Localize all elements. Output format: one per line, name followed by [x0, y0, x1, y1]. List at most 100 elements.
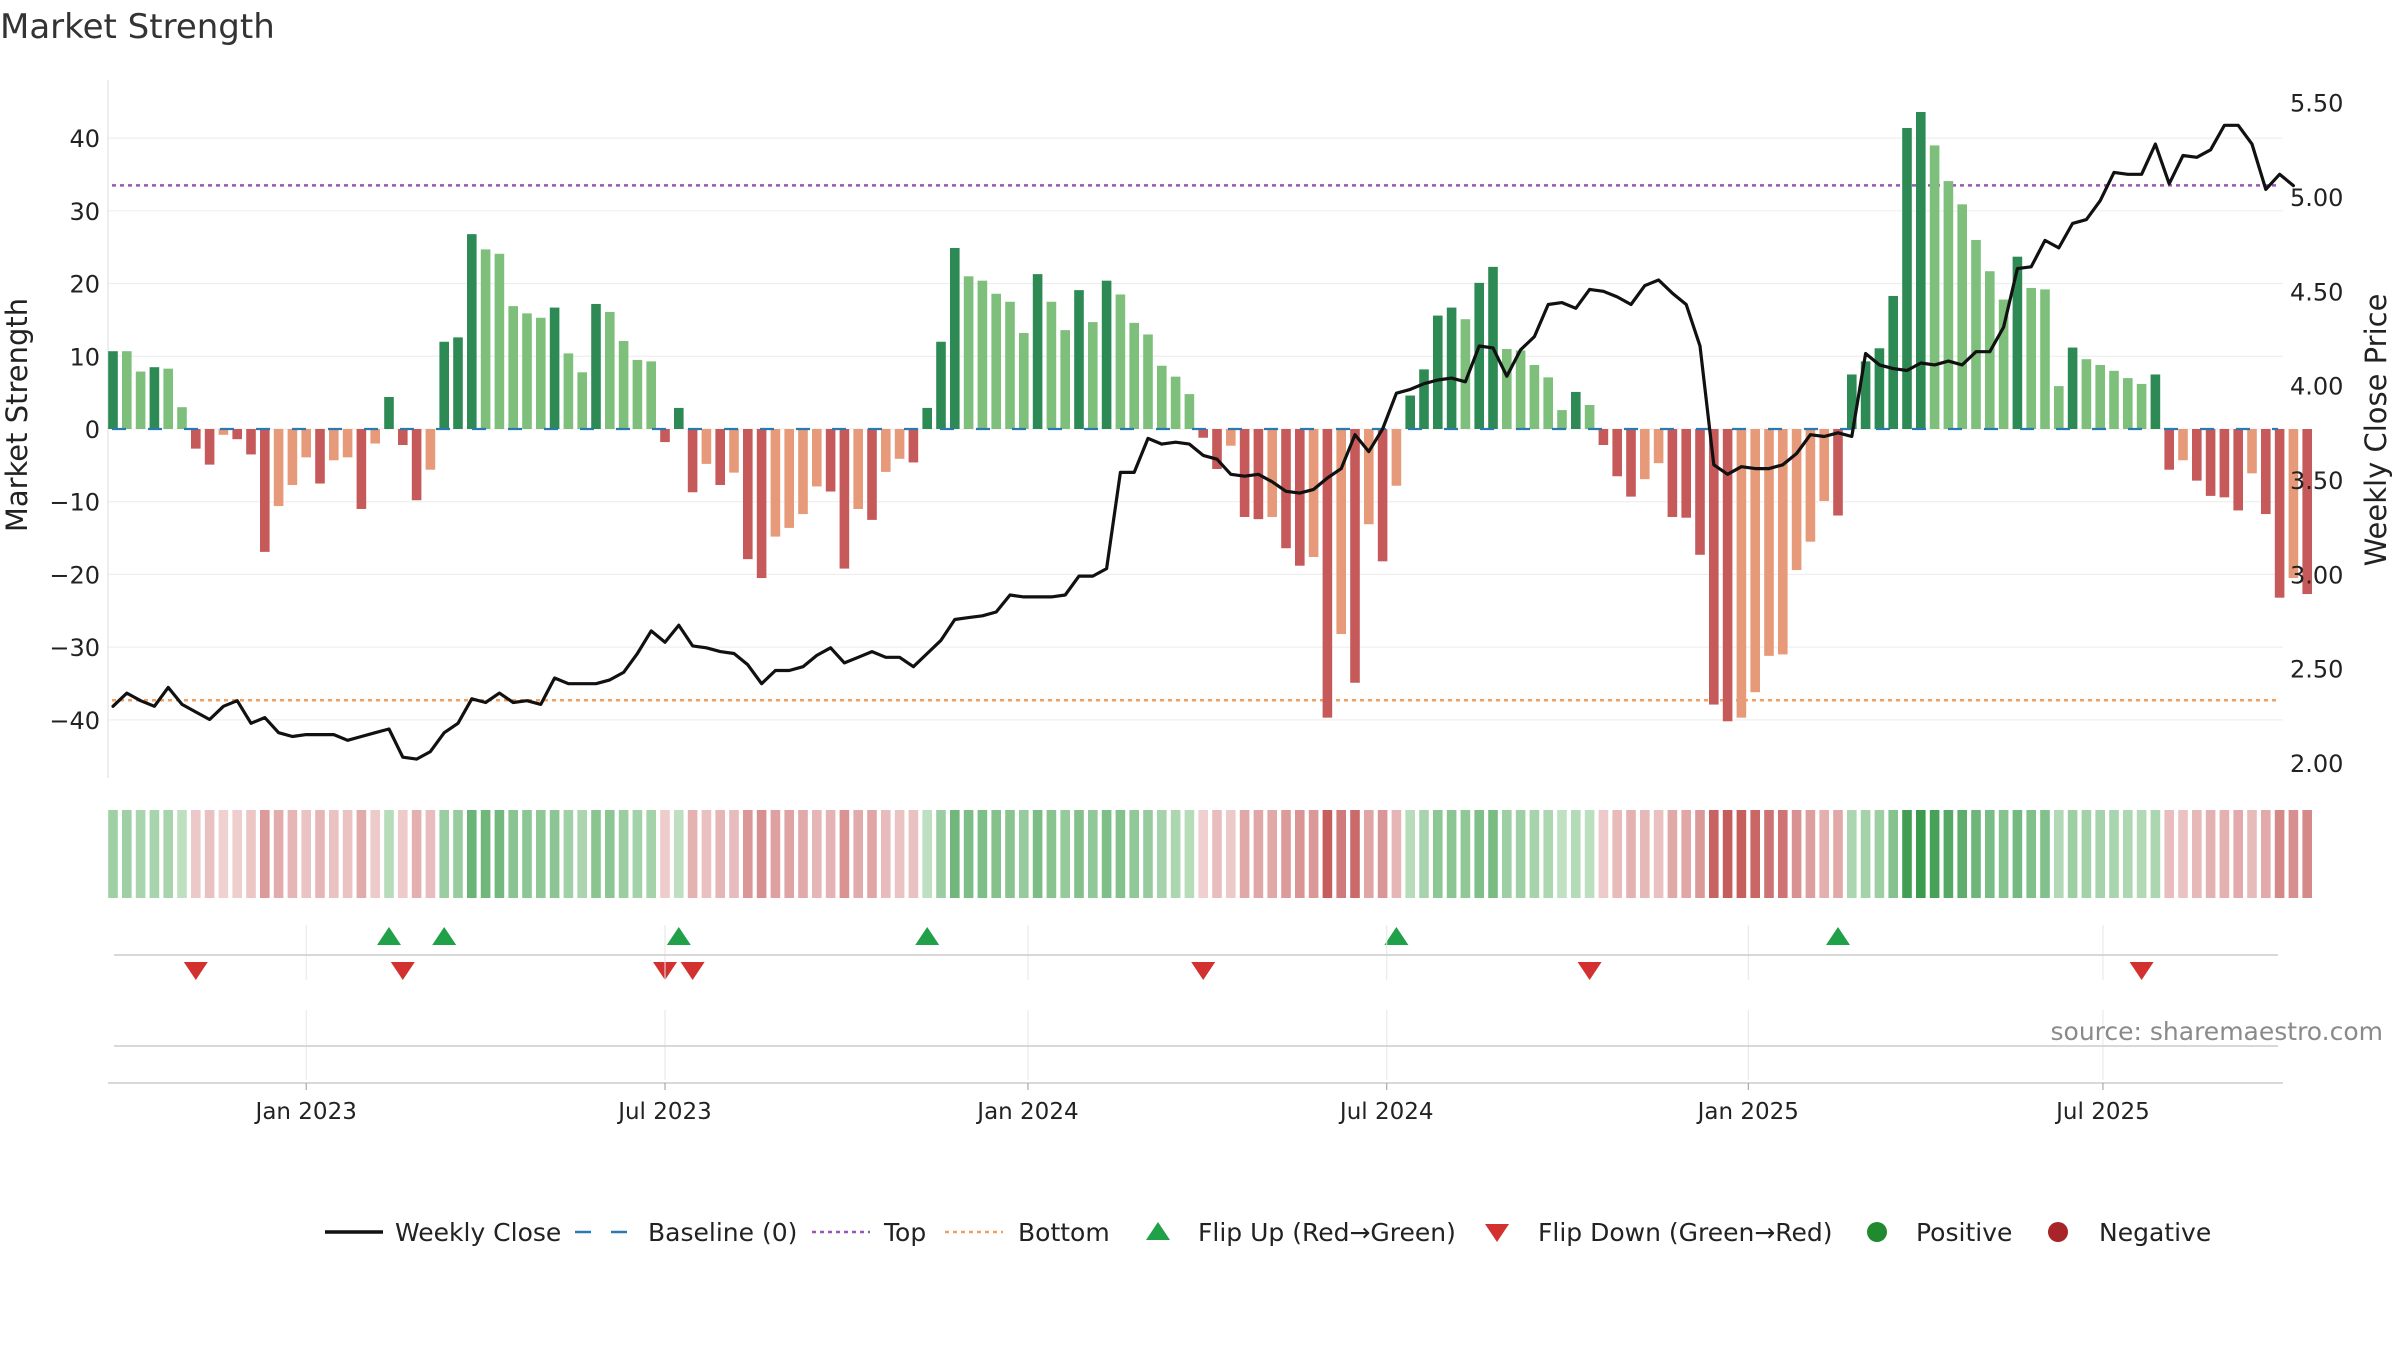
flip-down-marker	[183, 962, 208, 980]
legend: Weekly Close Baseline (0) Top Bottom Flip Up…	[325, 1218, 2211, 1247]
heat-cell	[301, 810, 311, 898]
heat-cell	[867, 810, 877, 898]
heat-cell	[1253, 810, 1264, 898]
flip-down-marker	[1191, 962, 1216, 980]
strength-bar	[1847, 374, 1857, 429]
strength-heat-strip	[108, 810, 2312, 898]
right-axis-ticks: 5.50 5.00 4.50 4.00 3.50 3.00 2.50 2.00	[2290, 90, 2343, 778]
heat-cell	[1143, 810, 1153, 898]
heat-cell	[163, 810, 173, 898]
heat-cell	[2040, 810, 2050, 898]
strength-bar	[1833, 429, 1843, 516]
left-tick-label: 0	[85, 416, 100, 444]
heat-cell	[1419, 810, 1429, 898]
heat-cell	[1088, 810, 1098, 898]
flip-markers-panel	[183, 927, 2154, 980]
heat-cell	[191, 810, 201, 898]
legend-item-positive: Positive	[1867, 1218, 2012, 1247]
strength-bar	[812, 429, 822, 487]
heat-cell	[2302, 810, 2312, 898]
heat-cell	[1005, 810, 1015, 898]
strength-bar	[2261, 429, 2271, 515]
flip-down-marker	[390, 962, 415, 980]
flip-down-marker	[680, 962, 705, 980]
heat-cell	[1640, 810, 1650, 898]
legend-item-negative: Negative	[2048, 1218, 2211, 1247]
strength-bar	[1598, 429, 1609, 445]
strength-bar	[2095, 365, 2105, 429]
strength-bar	[2219, 429, 2230, 498]
heat-cell	[315, 810, 325, 898]
heat-cell	[329, 810, 339, 898]
strength-bar	[342, 429, 353, 458]
heat-cell	[1322, 810, 1333, 898]
heat-cell	[1019, 810, 1029, 898]
heat-cell	[1764, 810, 1774, 898]
strength-bar	[1736, 429, 1747, 718]
heat-cell	[1336, 810, 1346, 898]
heat-cell	[908, 810, 919, 898]
heat-cell	[370, 810, 380, 898]
heat-cell	[1377, 810, 1388, 898]
strength-bar	[591, 303, 601, 429]
heat-cell	[398, 810, 408, 898]
strength-bar	[1336, 429, 1346, 635]
strength-bar	[867, 429, 877, 520]
legend-item-flip_up: Flip Up (Red→Green)	[1146, 1218, 1456, 1247]
strength-bar	[1446, 307, 1457, 429]
heat-cell	[1060, 810, 1070, 898]
heat-cell	[1653, 810, 1664, 898]
heat-cell	[204, 810, 215, 898]
right-tick-label: 4.00	[2290, 373, 2343, 401]
strength-bar	[2109, 370, 2119, 429]
strength-bar	[1226, 429, 1236, 446]
strength-bar	[2054, 386, 2064, 429]
heat-cell	[1170, 810, 1181, 898]
heat-cell	[1626, 810, 1636, 898]
heat-cell	[729, 810, 739, 898]
heat-cell	[687, 810, 698, 898]
heat-cell	[1736, 810, 1747, 898]
strength-bar	[1709, 429, 1719, 705]
heat-cell	[494, 810, 505, 898]
strength-bar	[1143, 334, 1153, 429]
heat-cell	[1101, 810, 1112, 898]
strength-bar	[1005, 301, 1015, 429]
left-tick-label: 10	[69, 343, 100, 371]
flip-up-marker	[377, 927, 401, 945]
strength-bar	[287, 429, 298, 485]
heat-cell	[1557, 810, 1567, 898]
heat-cell	[2274, 810, 2285, 898]
heat-cell	[2164, 810, 2174, 898]
strength-bar	[687, 429, 698, 493]
strength-bar	[2040, 289, 2050, 429]
strength-bar	[301, 429, 311, 458]
strength-bar	[384, 397, 394, 429]
heat-cell	[1129, 810, 1139, 898]
strength-bar	[1778, 429, 1788, 655]
strength-bar	[674, 407, 684, 429]
strength-bar	[1916, 111, 1926, 429]
heat-cell	[2081, 810, 2092, 898]
strength-bar	[2192, 429, 2202, 481]
heat-cell	[2123, 810, 2133, 898]
strength-bar	[1888, 295, 1898, 429]
heat-cell	[1998, 810, 2009, 898]
strength-bar	[163, 368, 173, 429]
strength-bar	[1667, 429, 1678, 517]
strength-bar	[1460, 319, 1471, 429]
heat-cell	[1888, 810, 1898, 898]
heat-cell	[287, 810, 298, 898]
heat-cell	[425, 810, 436, 898]
heat-cell	[1433, 810, 1443, 898]
heat-cell	[135, 810, 146, 898]
strength-bar	[1129, 322, 1139, 429]
heat-cell	[991, 810, 1001, 898]
legend-swatch-flip-down	[1485, 1224, 1509, 1242]
strength-bar	[467, 234, 477, 429]
left-axis-title: Market Strength	[0, 298, 34, 532]
heat-cell	[467, 810, 477, 898]
heat-cell	[1405, 810, 1415, 898]
heat-cell	[1612, 810, 1622, 898]
strength-bars	[108, 111, 2312, 722]
